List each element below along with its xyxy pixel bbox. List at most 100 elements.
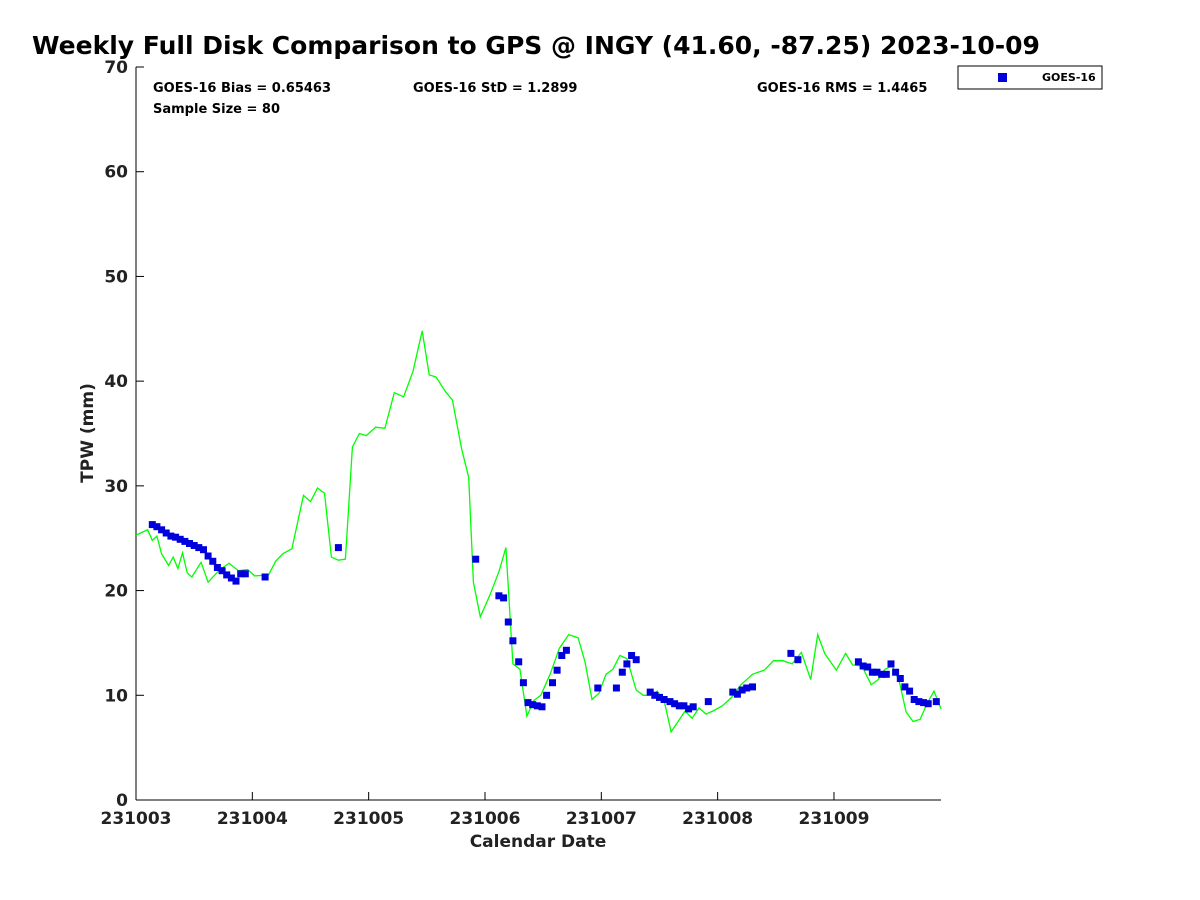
goes16-point bbox=[172, 533, 180, 541]
x-tick-label: 231006 bbox=[449, 809, 520, 829]
goes16-point bbox=[666, 698, 674, 706]
legend: GOES-16 bbox=[957, 65, 1103, 90]
goes16-point bbox=[204, 552, 212, 560]
goes16-point bbox=[749, 683, 756, 691]
goes16-point bbox=[689, 703, 697, 711]
goes16-point bbox=[906, 687, 914, 695]
goes16-point bbox=[195, 544, 203, 552]
x-tick-label: 231003 bbox=[101, 809, 172, 829]
goes16-point bbox=[504, 618, 512, 626]
goes16-point bbox=[549, 679, 556, 687]
goes16-point bbox=[181, 537, 189, 545]
y-tick-label: 50 bbox=[104, 267, 128, 287]
goes16-point bbox=[873, 668, 881, 676]
gps-line bbox=[135, 330, 942, 734]
y-tick-label: 10 bbox=[104, 686, 128, 706]
goes16-point bbox=[190, 542, 198, 549]
goes16-point bbox=[558, 652, 566, 659]
goes16-point bbox=[261, 573, 269, 581]
goes16-point bbox=[680, 702, 688, 710]
goes16-point bbox=[241, 570, 249, 578]
goes16-point bbox=[651, 691, 659, 699]
goes16-point bbox=[685, 705, 693, 713]
goes16-point bbox=[901, 683, 909, 691]
goes16-point bbox=[854, 658, 862, 666]
goes16-point bbox=[743, 684, 751, 692]
x-tick-label: 231004 bbox=[217, 809, 288, 829]
goes16-point bbox=[167, 532, 175, 540]
goes16-point bbox=[529, 701, 537, 709]
x-tick-label: 231008 bbox=[682, 809, 753, 829]
goes16-point bbox=[186, 540, 193, 547]
goes16-point bbox=[553, 666, 561, 674]
y-tick-label: 20 bbox=[104, 582, 128, 602]
goes16-point bbox=[704, 698, 712, 706]
goes16-point bbox=[158, 526, 166, 534]
chart-title: Weekly Full Disk Comparison to GPS @ ING… bbox=[32, 31, 1040, 60]
std-stat: GOES-16 StD = 1.2899 bbox=[413, 81, 577, 96]
goes16-point bbox=[618, 668, 626, 676]
goes16-point bbox=[543, 691, 551, 699]
goes16-point bbox=[729, 688, 737, 696]
goes16-point bbox=[562, 646, 570, 654]
x-axis-label: Calendar Date bbox=[470, 832, 607, 852]
goes16-point bbox=[920, 699, 928, 707]
goes16-point bbox=[227, 574, 235, 582]
goes16-point bbox=[660, 696, 668, 703]
goes16-point bbox=[213, 564, 221, 571]
goes16-point bbox=[675, 702, 683, 710]
goes16-point bbox=[623, 660, 631, 668]
goes16-point bbox=[733, 690, 741, 698]
goes16-point bbox=[200, 546, 207, 554]
bias-stat: GOES-16 Bias = 0.65463 bbox=[153, 81, 331, 96]
x-tick-label: 231009 bbox=[798, 809, 869, 829]
goes16-point bbox=[209, 557, 217, 565]
goes16-point bbox=[524, 699, 532, 707]
goes16-point bbox=[509, 637, 517, 645]
goes16-point bbox=[915, 698, 923, 706]
goes16-point bbox=[864, 663, 872, 671]
goes16-point bbox=[932, 698, 940, 706]
goes16-point bbox=[223, 571, 231, 579]
goes16-point bbox=[519, 679, 527, 687]
x-ticks: 231003 231004 231005 231006 231007 231008 2310… bbox=[101, 792, 869, 829]
goes16-point bbox=[628, 652, 636, 659]
goes16-point bbox=[176, 535, 184, 543]
x-tick-label: 231007 bbox=[566, 809, 637, 829]
y-tick-label: 0 bbox=[116, 791, 128, 811]
goes16-point bbox=[148, 521, 156, 529]
rms-stat: GOES-16 RMS = 1.4465 bbox=[757, 81, 927, 96]
plot-axes bbox=[135, 67, 941, 801]
goes16-point bbox=[656, 693, 663, 701]
goes16-point bbox=[924, 700, 932, 708]
y-ticks: 0 10 20 30 40 50 60 70 bbox=[104, 58, 144, 811]
goes16-point bbox=[882, 670, 890, 678]
goes16-point bbox=[495, 592, 503, 600]
goes16-point bbox=[612, 684, 620, 692]
goes16-point bbox=[878, 670, 886, 678]
legend-marker bbox=[998, 73, 1007, 82]
goes16-point bbox=[538, 703, 546, 711]
goes16-point bbox=[787, 649, 795, 657]
sample-size-stat: Sample Size = 80 bbox=[153, 102, 280, 117]
goes16-point bbox=[515, 658, 523, 666]
series-layer bbox=[135, 330, 942, 734]
goes16-point bbox=[794, 656, 802, 664]
goes16-point bbox=[334, 544, 342, 552]
goes16-point bbox=[162, 529, 170, 537]
y-tick-label: 40 bbox=[104, 372, 128, 392]
goes16-point bbox=[738, 686, 746, 694]
goes16-point bbox=[232, 577, 240, 585]
goes16-point bbox=[646, 688, 654, 696]
goes16-point bbox=[910, 696, 918, 703]
goes16-point bbox=[472, 555, 480, 563]
goes16-point bbox=[153, 523, 161, 531]
goes16-point bbox=[533, 702, 541, 710]
x-tick-label: 231005 bbox=[333, 809, 404, 829]
goes16-point bbox=[218, 567, 226, 575]
y-tick-label: 60 bbox=[104, 163, 128, 183]
goes16-point bbox=[896, 675, 904, 682]
y-axis-label: TPW (mm) bbox=[78, 383, 98, 483]
goes16-point bbox=[868, 668, 876, 676]
